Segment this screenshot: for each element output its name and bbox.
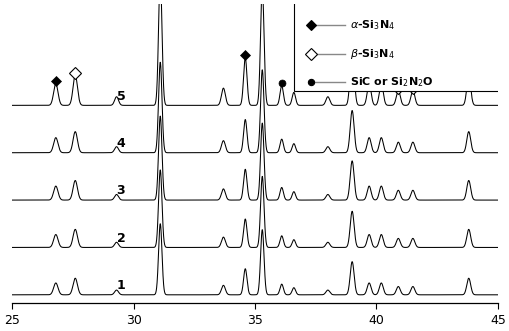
Text: SiC or Si$_2$N$_2$O: SiC or Si$_2$N$_2$O [349,75,433,89]
Text: 2: 2 [117,232,125,245]
Text: 3: 3 [117,184,125,198]
FancyBboxPatch shape [293,0,499,91]
Text: 4: 4 [117,137,125,150]
Text: $\beta$-Si$_3$N$_4$: $\beta$-Si$_3$N$_4$ [349,47,394,61]
Text: 1: 1 [117,279,125,292]
Text: $\alpha$-Si$_3$N$_4$: $\alpha$-Si$_3$N$_4$ [349,18,394,32]
Text: 5: 5 [117,90,125,103]
